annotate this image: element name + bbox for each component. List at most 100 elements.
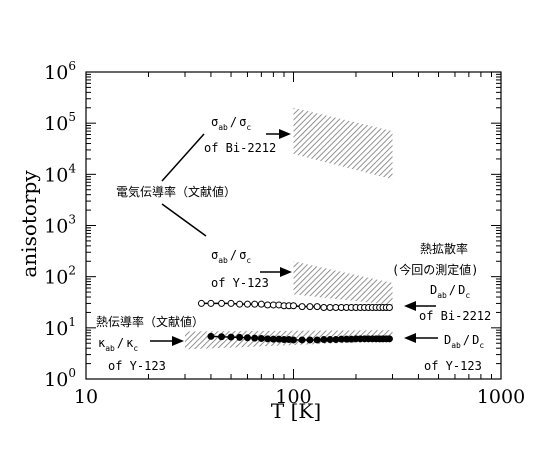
sigma-symbol: σ: [239, 248, 246, 262]
y-tick-label: 100: [44, 366, 76, 391]
slash: /: [230, 248, 237, 262]
slash: /: [449, 283, 456, 297]
sub-c: c: [133, 344, 138, 353]
sigma-symbol: σ: [211, 115, 218, 129]
data-point-D_y123: [290, 336, 297, 344]
data-point-D_bi2212: [243, 300, 251, 308]
y-tick-label: 106: [44, 59, 76, 84]
data-point-D_y123: [251, 334, 259, 342]
y-tick-exponent: 3: [68, 213, 76, 227]
annotation-thermal-diffusivity: 熱拡散率 (今回の測定値) Dab / Dc of Bi-2212 Dab / Dc o…: [392, 241, 491, 373]
y-axis-title: anisotorpy: [17, 170, 41, 278]
sub-c: c: [246, 123, 251, 132]
data-point-D_bi2212: [290, 302, 297, 310]
arrow-head-right: [172, 336, 184, 346]
sigma-symbol: σ: [211, 248, 218, 262]
y-tick-exponent: 4: [68, 161, 76, 175]
data-point-D_bi2212: [236, 300, 244, 308]
label-of-bi2212: of Bi-2212: [419, 309, 491, 323]
data-point-D_bi2212: [326, 303, 334, 311]
D-symbol: D: [472, 333, 479, 347]
annotation-electrical-group: 電気伝導率（文献値）: [116, 133, 236, 237]
pointer-line-down: [161, 203, 207, 237]
band-sigma_bi2212: [293, 107, 393, 180]
label-thermal-diff-group: 熱拡散率: [420, 241, 468, 256]
data-point-D_bi2212: [320, 303, 328, 311]
y-tick-exponent: 2: [68, 264, 76, 278]
y-tick-label: 105: [44, 110, 76, 135]
data-point-D_y123: [385, 335, 393, 343]
x-axis-title: T [K]: [271, 399, 321, 423]
svg-text:Dab/Dc: Dab / Dc: [430, 283, 470, 300]
data-point-D_y123: [227, 333, 235, 341]
y-tick-base: 10: [44, 318, 68, 340]
label-of-y123: of Y-123: [424, 359, 482, 373]
sub-ab: ab: [437, 291, 447, 300]
y-tick-base: 10: [44, 216, 68, 238]
data-point-D_bi2212: [207, 299, 215, 307]
arrow-head-left: [404, 333, 416, 343]
data-point-D_y123: [257, 334, 265, 342]
data-point-D_bi2212: [227, 299, 235, 307]
data-point-D_bi2212: [298, 303, 306, 311]
kappa-symbol: κ: [126, 336, 134, 350]
x-tick-label: 1000: [477, 386, 525, 408]
arrow-head-right: [279, 129, 291, 139]
sub-ab: ab: [451, 341, 461, 350]
D-symbol: D: [444, 333, 451, 347]
sub-ab: ab: [218, 123, 228, 132]
data-point-D_y123: [236, 333, 244, 341]
sub-c: c: [246, 256, 251, 265]
y-tick-exponent: 1: [68, 315, 76, 329]
sub-c: c: [479, 341, 484, 350]
svg-text:Dab/Dc: Dab / Dc: [444, 333, 484, 350]
y-tick-label: 102: [44, 264, 76, 289]
y-tick-label: 103: [44, 213, 76, 238]
sub-ab: ab: [218, 256, 228, 265]
slash: /: [230, 115, 237, 129]
D-symbol: D: [430, 283, 437, 297]
annotation-sigma-bi2212: σab / σc of Bi-2212: [204, 115, 291, 155]
D-symbol: D: [458, 283, 465, 297]
arrow-head-left: [404, 301, 416, 311]
data-point-D_bi2212: [251, 300, 259, 308]
slash: /: [117, 336, 124, 350]
data-point-D_bi2212: [313, 303, 321, 311]
data-point-D_y123: [306, 336, 314, 344]
data-point-D_y123: [320, 336, 328, 344]
y-tick-base: 10: [44, 267, 68, 289]
sub-c: c: [465, 291, 470, 300]
y-tick-exponent: 0: [68, 366, 76, 380]
y-tick-base: 10: [44, 62, 68, 84]
annotation-sigma-y123: σab / σc of Y-123: [211, 248, 292, 290]
data-point-D_bi2212: [385, 303, 393, 311]
slash: /: [463, 333, 470, 347]
y-tick-label: 101: [44, 315, 76, 340]
data-point-D_y123: [326, 336, 334, 344]
label-thermal-diff-sub: (今回の測定値): [392, 262, 478, 277]
y-tick-exponent: 6: [68, 59, 76, 73]
series-markers: [197, 299, 393, 344]
x-tick-label: 100: [275, 386, 311, 408]
label-of-y123: of Y-123: [211, 276, 269, 290]
y-tick-base: 10: [44, 369, 68, 391]
data-point-D_y123: [243, 334, 251, 342]
data-point-D_bi2212: [197, 299, 205, 307]
label-thermal-cond-group: 熱伝導率（文献値）: [96, 314, 204, 329]
data-point-D_y123: [298, 336, 306, 344]
data-point-D_y123: [264, 335, 272, 343]
data-point-D_y123: [207, 332, 215, 340]
svg-text:σab/σc: σab / σc: [211, 248, 251, 265]
svg-text:κab/κc: κab / κc: [98, 336, 138, 353]
label-of-bi2212: of Bi-2212: [204, 141, 276, 155]
sub-ab: ab: [105, 344, 115, 353]
svg-text:σab/σc: σab / σc: [211, 115, 251, 132]
y-tick-exponent: 5: [68, 110, 76, 124]
data-point-D_y123: [313, 336, 321, 344]
data-point-D_bi2212: [218, 299, 226, 307]
y-tick-label: 104: [44, 161, 76, 186]
x-tick-label: 10: [74, 386, 98, 408]
axis-ticks: [85, 72, 501, 380]
